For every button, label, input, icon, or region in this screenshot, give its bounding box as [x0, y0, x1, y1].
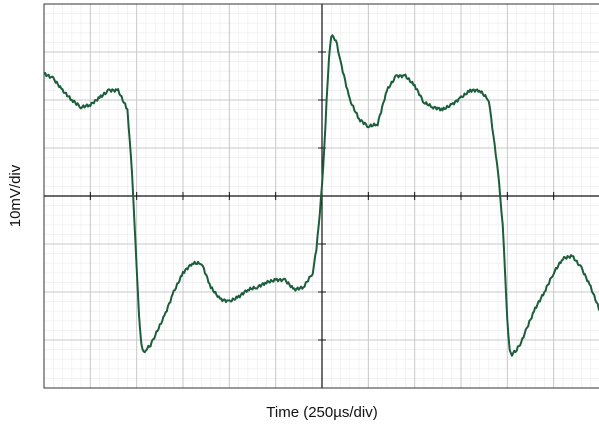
- waveform-trace: [43, 34, 599, 357]
- x-axis-label: Time (250µs/div): [266, 404, 377, 421]
- plot-frame: [43, 3, 599, 389]
- y-axis-label: 10mV/div: [7, 164, 24, 227]
